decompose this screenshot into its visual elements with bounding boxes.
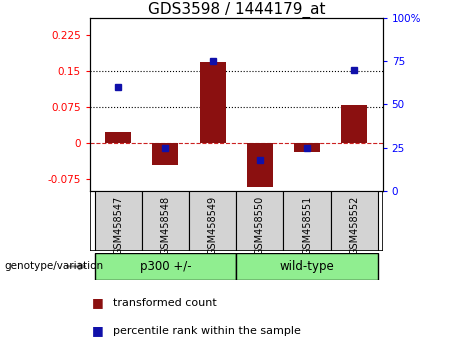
Text: p300 +/-: p300 +/- <box>140 260 191 273</box>
FancyBboxPatch shape <box>95 191 142 251</box>
FancyBboxPatch shape <box>236 191 284 251</box>
Bar <box>341 105 367 143</box>
Text: GSM458548: GSM458548 <box>160 196 171 255</box>
Text: transformed count: transformed count <box>113 298 217 308</box>
Bar <box>105 132 131 143</box>
Bar <box>247 143 273 187</box>
Text: GSM458551: GSM458551 <box>302 196 312 255</box>
Text: genotype/variation: genotype/variation <box>5 261 104 272</box>
Title: GDS3598 / 1444179_at: GDS3598 / 1444179_at <box>148 1 325 18</box>
Text: ■: ■ <box>92 325 104 337</box>
FancyBboxPatch shape <box>284 191 331 251</box>
Bar <box>200 62 225 143</box>
FancyBboxPatch shape <box>95 253 236 280</box>
Text: GSM458547: GSM458547 <box>113 196 123 255</box>
Bar <box>294 143 320 152</box>
Text: GSM458550: GSM458550 <box>255 196 265 255</box>
FancyBboxPatch shape <box>142 191 189 251</box>
Text: percentile rank within the sample: percentile rank within the sample <box>113 326 301 336</box>
Text: wild-type: wild-type <box>280 260 335 273</box>
FancyBboxPatch shape <box>236 253 378 280</box>
Text: GSM458552: GSM458552 <box>349 196 359 255</box>
Text: GSM458549: GSM458549 <box>207 196 218 255</box>
Text: ■: ■ <box>92 296 104 309</box>
FancyBboxPatch shape <box>189 191 236 251</box>
Bar <box>153 143 178 165</box>
FancyBboxPatch shape <box>331 191 378 251</box>
